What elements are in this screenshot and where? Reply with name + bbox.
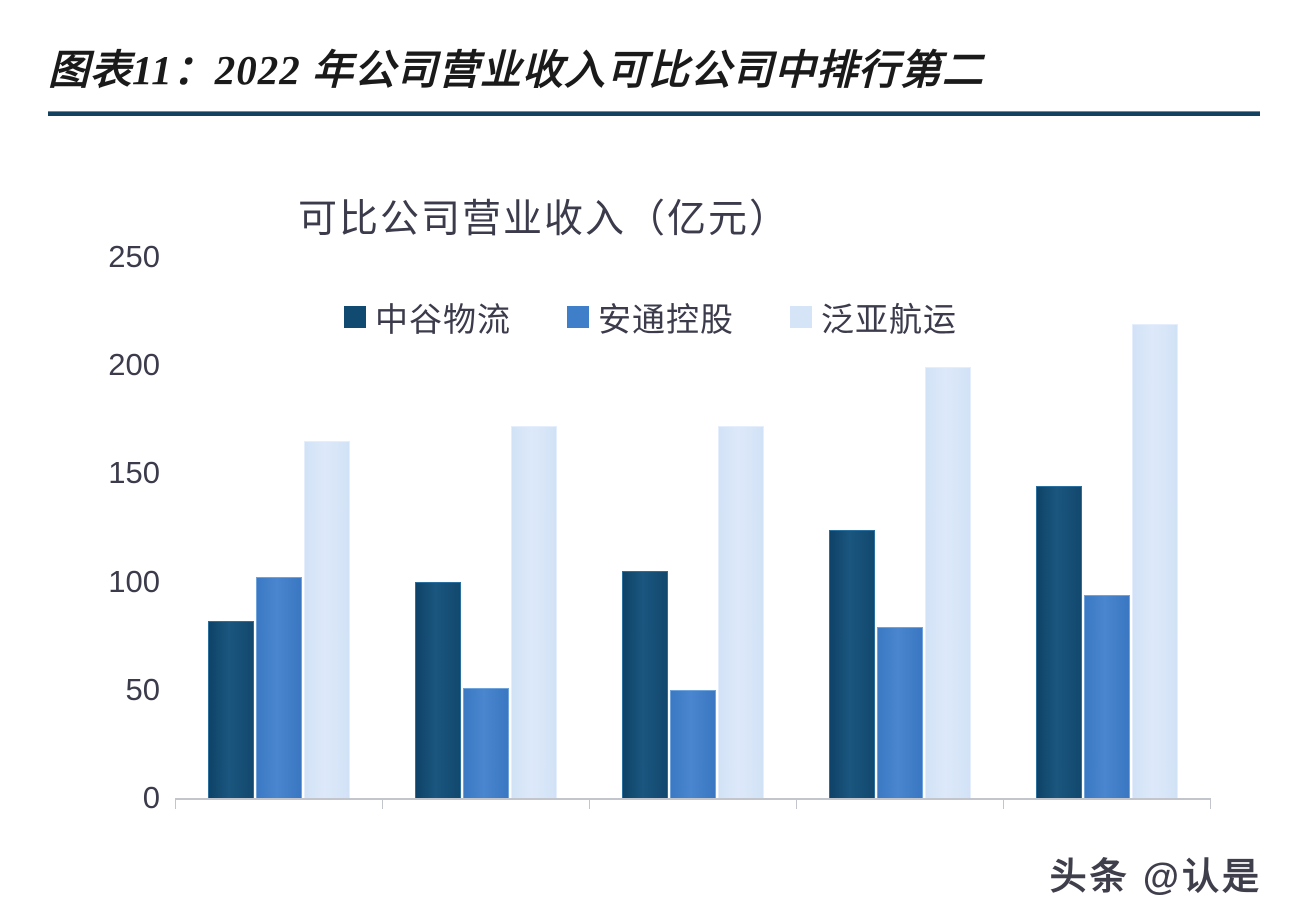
bar-2019-series-2[interactable] — [510, 425, 557, 798]
x-axis-tick — [1210, 798, 1211, 809]
bar-chart: 可比公司营业收入（亿元） 中谷物流 安通控股 泛亚航运 0 50 100 150 200… — [0, 140, 1298, 920]
bar-2018-series-0[interactable] — [207, 620, 254, 798]
watermark: 头条 @认是 — [1049, 856, 1262, 897]
plot-area: 20182019202020212022 — [175, 257, 1211, 809]
bar-2020-series-0[interactable] — [621, 570, 668, 798]
legend-label: 中谷物流 — [375, 301, 511, 338]
chart-title: 可比公司营业收入（亿元） — [297, 198, 790, 241]
legend-item-series-2[interactable]: 泛亚航运 — [790, 293, 957, 341]
y-axis-tick-label: 200 — [108, 347, 160, 383]
bar-group-2020 — [620, 257, 766, 798]
bar-group-2018 — [206, 257, 352, 798]
figure-header: 图表11：2022 年公司营业收入可比公司中排行第二 — [48, 42, 1260, 130]
y-axis-labels: 0 50 100 150 200 250 — [85, 239, 160, 815]
x-axis-line — [175, 798, 1210, 800]
x-axis-tick — [1003, 798, 1004, 809]
bar-2020-series-1[interactable] — [669, 689, 716, 798]
legend-item-series-1[interactable]: 安通控股 — [567, 293, 734, 341]
x-axis-tick — [796, 798, 797, 809]
x-axis-tick — [589, 798, 590, 809]
bar-group-2019 — [413, 257, 559, 798]
y-axis-tick-label: 100 — [108, 563, 160, 599]
x-axis-tick — [382, 798, 383, 809]
bar-group-2022 — [1034, 257, 1180, 798]
bar-2021-series-2[interactable] — [924, 367, 971, 798]
bar-2021-series-0[interactable] — [828, 529, 875, 798]
legend-swatch-icon — [567, 306, 589, 328]
bar-2019-series-1[interactable] — [462, 687, 509, 798]
bar-2018-series-1[interactable] — [255, 577, 302, 798]
bar-2018-series-2[interactable] — [303, 440, 350, 798]
legend-swatch-icon — [790, 306, 812, 328]
legend-label: 安通控股 — [598, 301, 734, 338]
x-axis-tick — [175, 798, 176, 809]
y-axis-tick-label: 250 — [108, 239, 160, 274]
legend-item-series-0[interactable]: 中谷物流 — [344, 293, 511, 341]
bar-2019-series-0[interactable] — [414, 581, 461, 798]
y-axis-tick-label: 150 — [108, 455, 160, 491]
bar-2022-series-2[interactable] — [1131, 324, 1178, 798]
title-divider — [48, 111, 1260, 116]
legend-swatch-icon — [344, 306, 366, 328]
legend-label: 泛亚航运 — [821, 301, 957, 338]
bar-2022-series-0[interactable] — [1035, 486, 1082, 798]
y-axis-tick-label: 0 — [142, 780, 160, 815]
bar-2020-series-2[interactable] — [717, 425, 764, 798]
figure-title: 图表11：2022 年公司营业收入可比公司中排行第二 — [48, 47, 984, 93]
bar-2021-series-1[interactable] — [876, 627, 923, 798]
bar-group-2021 — [827, 257, 973, 798]
y-axis-tick-label: 50 — [125, 671, 160, 707]
bar-2022-series-1[interactable] — [1083, 594, 1130, 798]
chart-legend: 中谷物流 安通控股 泛亚航运 — [344, 293, 957, 341]
